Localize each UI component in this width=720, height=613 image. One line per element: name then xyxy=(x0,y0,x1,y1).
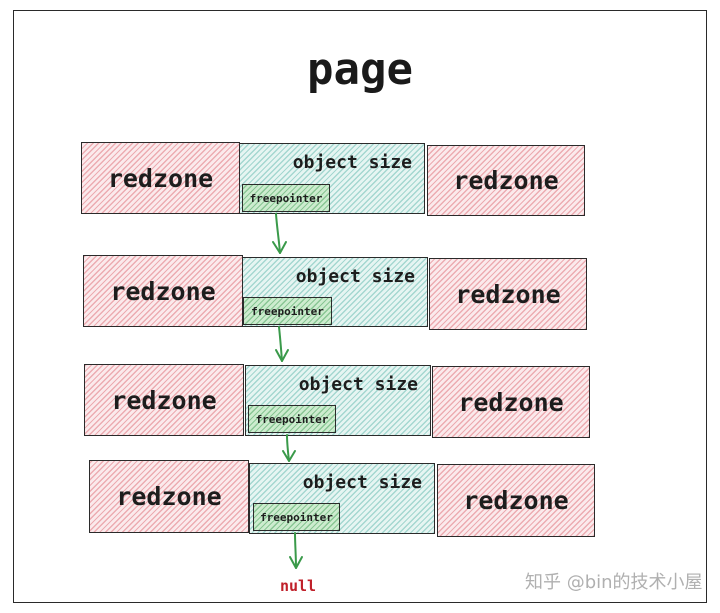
redzone-left-1: redzone xyxy=(81,142,240,214)
object-size-2: object size xyxy=(242,257,428,327)
freepointer-4: freepointer xyxy=(253,503,340,531)
redzone-right-2: redzone xyxy=(429,258,587,330)
freepointer-2: freepointer xyxy=(243,297,332,325)
page-frame xyxy=(13,10,707,603)
freepointer-3: freepointer xyxy=(248,405,336,433)
watermark: 知乎 @bin的技术小屋 xyxy=(525,572,703,593)
freepointer-1: freepointer xyxy=(242,184,330,212)
redzone-left-3: redzone xyxy=(84,364,244,436)
object-size-3: object size xyxy=(245,365,431,436)
redzone-right-4: redzone xyxy=(437,464,595,537)
redzone-right-1: redzone xyxy=(427,145,585,216)
arrow-4-to-null xyxy=(289,532,303,569)
arrow-3-to-4 xyxy=(282,434,296,462)
redzone-right-3: redzone xyxy=(432,366,590,438)
arrow-2-to-3 xyxy=(275,326,289,362)
arrow-1-to-2 xyxy=(272,213,287,254)
redzone-left-4: redzone xyxy=(89,460,249,533)
page-title: page xyxy=(307,44,413,95)
null-terminator: null xyxy=(279,577,317,595)
redzone-left-2: redzone xyxy=(83,255,243,327)
